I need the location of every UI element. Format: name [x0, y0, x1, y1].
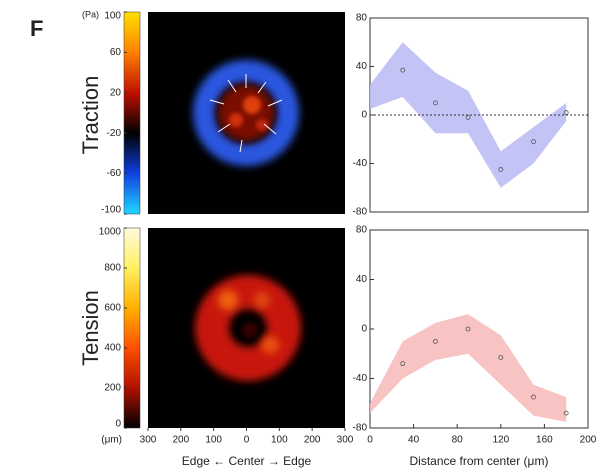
y-tick-label: 40: [356, 61, 368, 72]
data-point: [563, 410, 569, 416]
x-tick-label: 200: [580, 435, 597, 446]
data-point: [465, 326, 471, 332]
traction-map: [148, 12, 345, 214]
x-tick-label: 300: [140, 435, 157, 446]
x-tick-label: 100: [271, 435, 288, 446]
colorbar: [123, 227, 141, 429]
y-tick-label: 80: [356, 225, 368, 236]
colorbar-tick-label: -60: [107, 168, 122, 179]
y-tick-label: -40: [353, 373, 368, 384]
data-point: [498, 355, 504, 360]
x-tick-label: 160: [536, 435, 553, 446]
x-tick-label: 100: [205, 435, 222, 446]
x-unit-label: (μm): [101, 435, 122, 446]
colorbar-tick-label: 200: [104, 383, 121, 394]
band: [370, 42, 567, 188]
colorbar-tick-label: 100: [104, 11, 121, 22]
colorbar-tick-label: -20: [107, 128, 122, 139]
x-tick-label: 40: [408, 435, 420, 446]
colorbar-tick-label: 400: [104, 343, 121, 354]
data-point: [563, 110, 569, 115]
y-tick-label: -40: [353, 158, 368, 169]
colorbar-tick-label: 600: [104, 303, 121, 314]
data-point: [498, 167, 504, 172]
data-point: [531, 139, 536, 145]
colorbar-tick-label: 20: [110, 87, 122, 98]
y-tick-label: -80: [353, 423, 368, 434]
x-axis-label: Distance from center (μm): [410, 454, 549, 468]
y-tick-label: -80: [353, 207, 368, 218]
x-tick-label: 0: [367, 435, 373, 446]
x-tick-label: 200: [304, 435, 321, 446]
y-tick-label: 40: [356, 274, 368, 285]
data-point: [531, 394, 536, 400]
y-tick-label: 80: [356, 13, 368, 24]
data-point: [465, 115, 471, 120]
colorbar-tick-label: 1000: [99, 227, 122, 238]
data-point: [432, 338, 438, 344]
x-tick-label: 80: [452, 435, 464, 446]
colorbar-tick-label: -100: [101, 205, 121, 216]
colorbar-tick-label: 800: [104, 263, 121, 274]
row-label: Traction: [78, 76, 103, 155]
data-point: [400, 361, 406, 367]
data-point: [432, 100, 438, 106]
row-label: Tension: [78, 290, 103, 366]
y-tick-label: 0: [361, 110, 367, 121]
tension-map: [148, 228, 345, 428]
x-tick-label: 200: [172, 435, 189, 446]
colorbar-unit: (Pa): [82, 9, 99, 19]
x-axis-label: Edge ← Center → Edge: [182, 454, 312, 468]
colorbar-tick-label: 60: [110, 47, 122, 58]
colorbar-tick-label: 0: [115, 419, 121, 430]
colorbar: [123, 11, 141, 215]
y-tick-label: 0: [361, 324, 367, 335]
x-tick-label: 300: [337, 435, 354, 446]
data-point: [400, 67, 406, 73]
band: [370, 314, 567, 422]
panel-label: F: [30, 16, 43, 41]
x-tick-label: 120: [492, 435, 509, 446]
x-tick-label: 0: [244, 435, 250, 446]
